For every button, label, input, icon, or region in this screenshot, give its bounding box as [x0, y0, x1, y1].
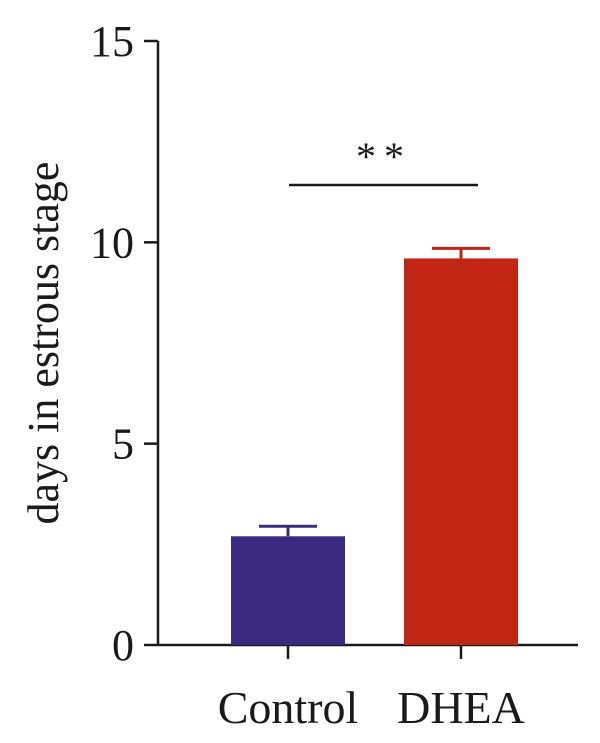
bar-dhea	[404, 258, 518, 645]
y-tick-label: 10	[90, 218, 134, 267]
x-tick-label-control: Control	[218, 682, 359, 733]
y-tick-label: 15	[90, 17, 134, 66]
y-axis-title: days in estrous stage	[19, 162, 68, 525]
labels: days in estrous stage Control DHEA **	[19, 134, 525, 733]
bars	[231, 246, 518, 645]
y-tick-label: 5	[112, 420, 134, 469]
axes: 0 5 10 15	[90, 17, 578, 670]
bar-control	[231, 536, 345, 645]
x-tick-label-dhea: DHEA	[397, 682, 525, 733]
y-tick-label: 0	[112, 621, 134, 670]
significance-label: **	[356, 134, 412, 179]
